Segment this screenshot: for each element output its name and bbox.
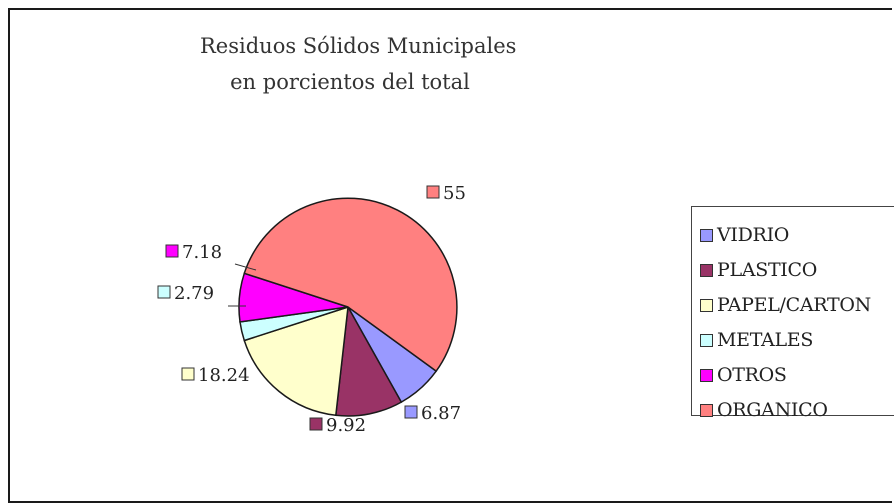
data-label-plastico: 9.92 bbox=[326, 415, 366, 436]
legend-item-papel-carton: PAPEL/CARTON bbox=[700, 290, 871, 320]
pie-slice-organico bbox=[243, 197, 458, 373]
leader-line-otros bbox=[234, 263, 257, 271]
legend-swatch-otros bbox=[700, 368, 713, 382]
data-label-swatch-plastico bbox=[309, 417, 323, 431]
legend-label-vidrio: VIDRIO bbox=[717, 224, 790, 246]
data-label-metales: 2.79 bbox=[174, 283, 214, 304]
legend-item-metales: METALES bbox=[700, 325, 813, 355]
legend-label-otros: OTROS bbox=[717, 364, 787, 386]
chart-subtitle: en porcientos del total bbox=[230, 70, 470, 94]
data-label-otros: 7.18 bbox=[182, 242, 222, 263]
legend-item-otros: OTROS bbox=[700, 360, 787, 390]
data-label-swatch-vidrio bbox=[404, 405, 418, 419]
legend-label-organico: ORGANICO bbox=[717, 399, 828, 421]
legend-swatch-plastico bbox=[700, 263, 713, 277]
data-label-swatch-metales bbox=[157, 285, 171, 299]
legend-label-papel-carton: PAPEL/CARTON bbox=[717, 294, 871, 316]
data-label-swatch-otros bbox=[165, 244, 179, 258]
legend-item-organico: ORGANICO bbox=[700, 395, 828, 425]
legend-label-metales: METALES bbox=[717, 329, 814, 351]
legend-label-plastico: PLASTICO bbox=[717, 259, 818, 281]
data-label-swatch-papel-carton bbox=[181, 367, 195, 381]
legend-swatch-papel-carton bbox=[700, 298, 713, 312]
legend-item-vidrio: VIDRIO bbox=[700, 220, 789, 250]
data-label-organico: 55 bbox=[443, 183, 466, 204]
pie-slice-papel-carton bbox=[243, 305, 349, 417]
legend-item-plastico: PLASTICO bbox=[700, 255, 817, 285]
chart-title: Residuos Sólidos Municipales bbox=[200, 34, 517, 58]
legend-swatch-metales bbox=[700, 333, 713, 347]
data-label-vidrio: 6.87 bbox=[421, 403, 461, 424]
data-label-swatch-organico bbox=[426, 185, 440, 199]
chart-legend: VIDRIO PLASTICO PAPEL/CARTON METALES OTR… bbox=[691, 206, 894, 421]
legend-swatch-organico bbox=[700, 403, 713, 417]
data-label-papel-carton: 18.24 bbox=[198, 365, 250, 386]
legend-swatch-vidrio bbox=[700, 228, 713, 242]
